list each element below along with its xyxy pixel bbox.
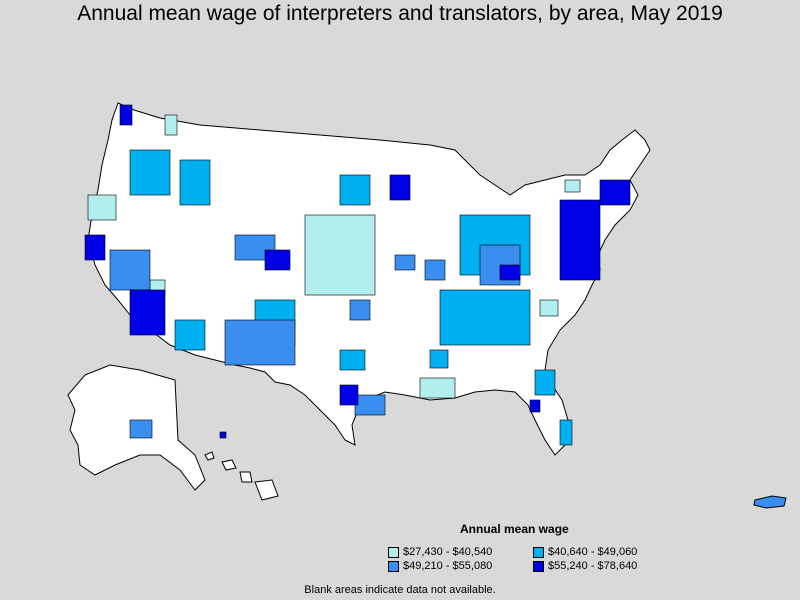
tier4-areas: [84, 104, 631, 439]
legend-item-tier4: $55,240 - $78,640: [533, 560, 637, 572]
legend-label: $40,640 - $49,060: [548, 546, 638, 558]
puerto-rico-shape: [753, 495, 787, 509]
legend-swatch: [388, 560, 399, 572]
hawaii-shape: [204, 451, 279, 501]
legend-label: $49,210 - $55,080: [403, 560, 493, 572]
legend-label: $55,240 - $78,640: [548, 560, 638, 572]
legend-item-tier1: $27,430 - $40,540: [388, 546, 492, 558]
legend-label: $27,430 - $40,540: [403, 546, 493, 558]
legend-item-tier2: $40,640 - $49,060: [533, 546, 637, 558]
legend-swatch: [533, 546, 544, 558]
legend-title: Annual mean wage: [460, 522, 569, 536]
legend-item-tier3: $49,210 - $55,080: [388, 560, 492, 572]
legend-swatch: [388, 546, 399, 558]
footnote: Blank areas indicate data not available.: [304, 584, 496, 596]
legend-swatch: [533, 560, 544, 572]
map-title: Annual mean wage of interpreters and tra…: [77, 2, 723, 25]
tier3-areas: [109, 234, 521, 439]
